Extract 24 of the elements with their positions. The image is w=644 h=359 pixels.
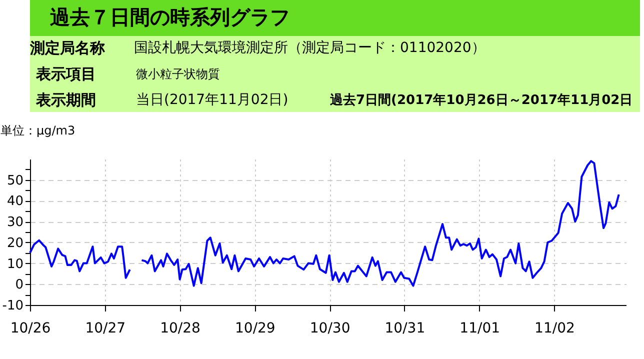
y-tick-label: 10 [6,256,24,272]
x-tick-label: 11/01 [460,320,500,336]
y-tick-label: 0 [15,278,24,293]
x-tick-label: 11/02 [534,320,575,336]
text: 当日(2017年11月02日) [136,92,288,108]
y-tick-label: -10 [2,298,24,314]
text: 表示項目 [35,65,96,83]
text: 微小粒子状物質 [136,67,220,81]
x-tick-label: 10/29 [234,320,276,336]
y-tick-label: 50 [6,173,24,188]
text: 測定局名称 [29,39,106,57]
x-tick-label: 10/26 [10,320,51,336]
text: 国設札幌大気環境測定所（測定局コード：01102020） [134,40,486,56]
x-tick-label: 10/30 [310,320,350,336]
text: 過去7日間(2017年10月26日～2017年11月02日 [329,93,633,108]
chart-title: 過去７日間の時系列グラフ [49,5,290,29]
y-axis-title: 単位：μg/m3 [0,124,76,138]
y-tick-label: 40 [6,194,24,210]
y-tick-label: 20 [6,236,24,251]
x-tick-label: 10/27 [85,320,126,336]
text: 表示期間 [35,91,96,109]
x-tick-label: 10/28 [160,320,200,336]
y-tick-label: 30 [6,215,24,230]
x-tick-label: 10/31 [384,320,426,336]
